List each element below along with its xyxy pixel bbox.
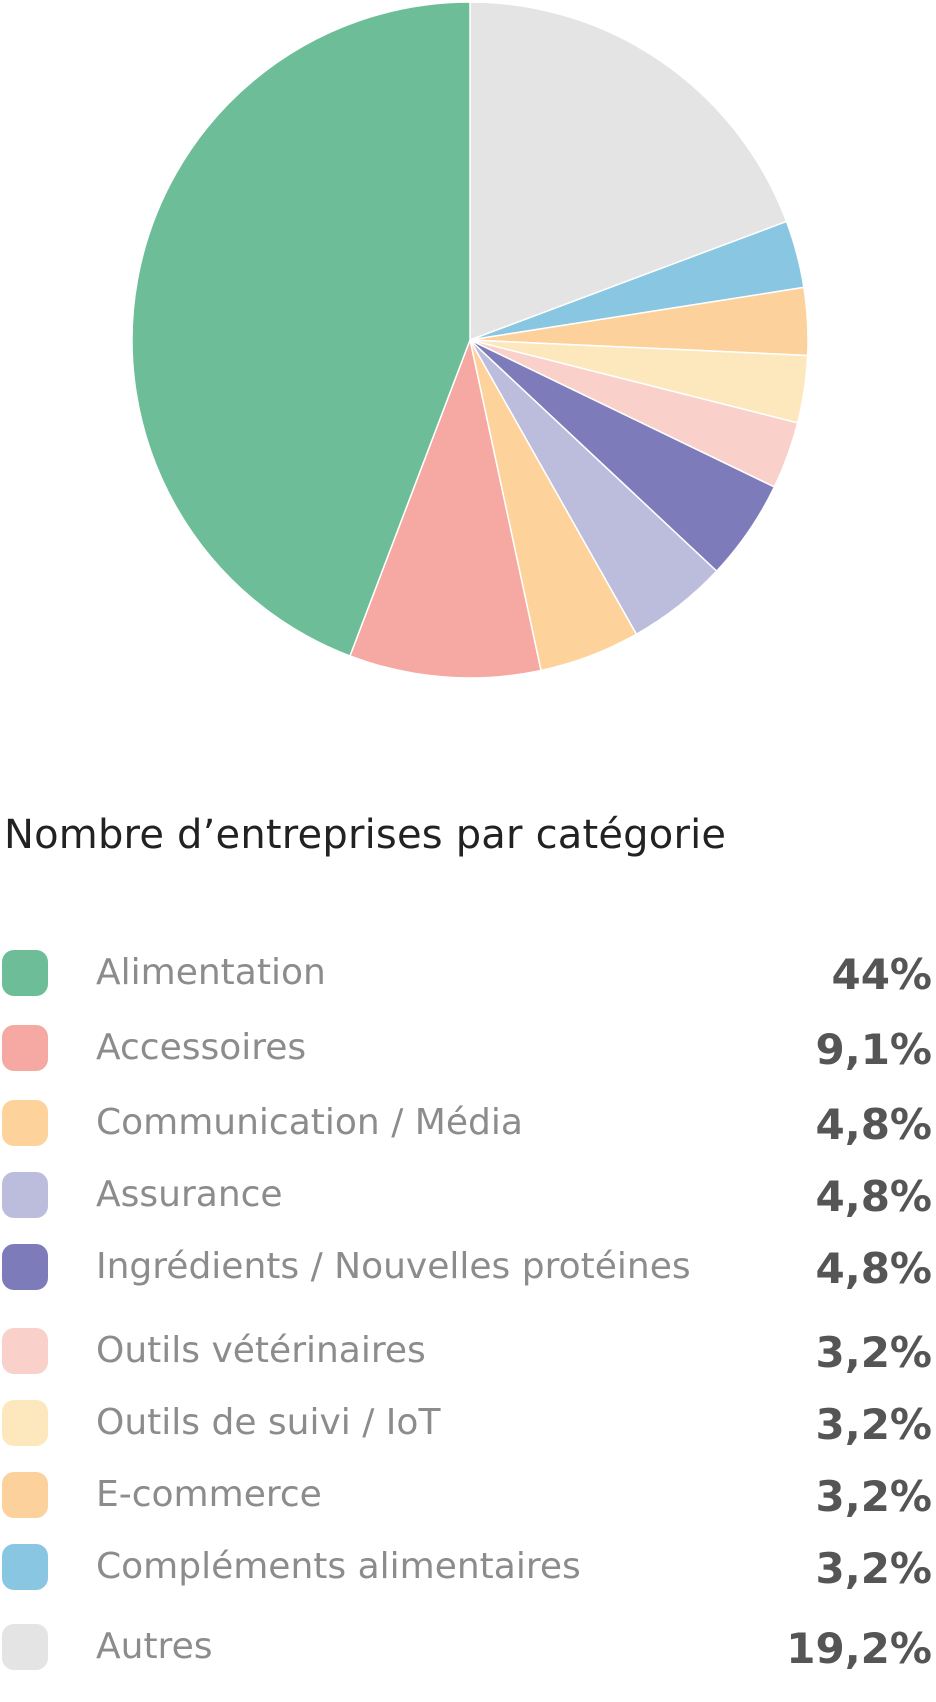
legend-label: Assurance <box>96 1174 283 1215</box>
legend-label: Outils vétérinaires <box>96 1330 426 1371</box>
pie-slice-autres <box>469 1 788 342</box>
legend-swatch <box>2 1172 48 1218</box>
pie-chart <box>131 1 809 679</box>
legend-item-autres: Autres 19,2% <box>0 1622 936 1673</box>
legend-label: Alimentation <box>96 952 326 993</box>
legend-swatch <box>2 1472 48 1518</box>
legend-label: Ingrédients / Nouvelles protéines <box>96 1246 691 1287</box>
legend-value: 3,2% <box>815 1544 932 1593</box>
legend-value: 3,2% <box>815 1328 932 1377</box>
legend-label: Autres <box>96 1626 213 1667</box>
legend-item-e-commerce: E-commerce 3,2% <box>0 1470 936 1521</box>
legend-swatch <box>2 1624 48 1670</box>
legend-value: 9,1% <box>815 1025 932 1074</box>
legend-swatch <box>2 950 48 996</box>
legend-label: E-commerce <box>96 1474 322 1515</box>
legend-item-communication-media: Communication / Média 4,8% <box>0 1098 936 1149</box>
legend-label: Accessoires <box>96 1027 307 1068</box>
legend-swatch <box>2 1025 48 1071</box>
pie-slice-alimentation <box>131 1 471 657</box>
legend-item-ingredients: Ingrédients / Nouvelles protéines 4,8% <box>0 1242 936 1293</box>
pie-slice-accessoires <box>348 337 542 679</box>
legend-swatch <box>2 1544 48 1590</box>
legend-swatch <box>2 1244 48 1290</box>
legend-value: 19,2% <box>786 1624 932 1673</box>
legend-label: Compléments alimentaires <box>96 1546 581 1587</box>
legend-label: Communication / Média <box>96 1102 523 1143</box>
legend-swatch <box>2 1400 48 1446</box>
legend-swatch <box>2 1328 48 1374</box>
legend-value: 4,8% <box>815 1244 932 1293</box>
legend-item-alimentation: Alimentation 44% <box>0 948 936 999</box>
legend-item-assurance: Assurance 4,8% <box>0 1170 936 1221</box>
legend-value: 3,2% <box>815 1472 932 1521</box>
legend-value: 4,8% <box>815 1172 932 1221</box>
chart-title: Nombre d’entreprises par catégorie <box>4 812 727 858</box>
legend-swatch <box>2 1100 48 1146</box>
legend-value: 4,8% <box>815 1100 932 1149</box>
legend-item-complements-alimentaires: Compléments alimentaires 3,2% <box>0 1542 936 1593</box>
legend-value: 44% <box>831 950 932 999</box>
legend-item-outils-veterinaires: Outils vétérinaires 3,2% <box>0 1326 936 1377</box>
legend-item-accessoires: Accessoires 9,1% <box>0 1023 936 1074</box>
legend-label: Outils de suivi / IoT <box>96 1402 441 1443</box>
legend-value: 3,2% <box>815 1400 932 1449</box>
legend-item-outils-suivi-iot: Outils de suivi / IoT 3,2% <box>0 1398 936 1449</box>
